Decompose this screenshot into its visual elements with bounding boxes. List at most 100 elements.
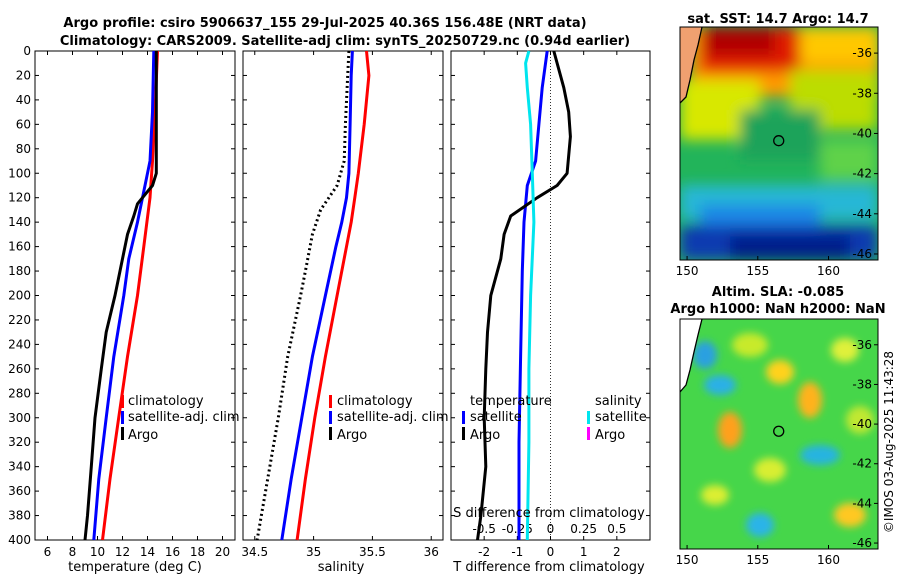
x-tick-label: 16	[165, 545, 180, 559]
x-tick-label: 36	[424, 545, 439, 559]
depth-tick-label: 320	[8, 435, 31, 449]
sla-coastline	[680, 319, 703, 393]
depth-tick-label: 380	[8, 509, 31, 523]
series-line-temperature-satellite	[517, 50, 549, 540]
legend3-sal-satellite-label: satellite	[595, 410, 647, 425]
depth-tick-label: 180	[8, 264, 31, 278]
sst-coast-land	[680, 27, 702, 103]
depth-tick-label: 40	[16, 93, 31, 107]
depth-tick-label: 260	[8, 362, 31, 376]
depth-tick-label: 360	[8, 484, 31, 498]
depth-tick-label: 280	[8, 386, 31, 400]
legend3-temp-satellite-label: satellite	[470, 410, 522, 425]
series-line-satellite-adj-clim	[280, 50, 354, 541]
series-line-climatology	[101, 50, 159, 541]
sla-map-image	[680, 319, 878, 549]
depth-tick-label: 60	[16, 117, 31, 131]
top-x-tick-label: -0.25	[502, 522, 533, 536]
imos-watermark: ©IMOS 03-Aug-2025 11:43:28	[882, 351, 896, 533]
legend3-sal-argo-label: Argo	[595, 428, 625, 443]
x-tick-label: -2	[478, 545, 490, 559]
salinity-plot-area	[242, 50, 444, 541]
depth-tick-label: 140	[8, 215, 31, 229]
difference-lines	[476, 50, 572, 541]
x-tick-label: 20	[215, 545, 230, 559]
x-tick-label: 35.5	[359, 545, 386, 559]
salinity-xlabel: salinity	[318, 560, 365, 575]
x-tick-label: 8	[69, 545, 77, 559]
sla-map-panel: Altim. SLA: -0.085 Argo h1000: NaN h2000…	[670, 285, 885, 567]
sst-map-frame	[679, 26, 879, 261]
legend3-sal-satellite-swatch	[587, 411, 590, 424]
temperature-lines	[83, 50, 159, 541]
depth-tick-label: 400	[8, 533, 31, 547]
map-x-tick-label: 160	[817, 264, 840, 278]
temperature-panel: 0 20 40 60 80 100 120 140 160 180 200 220 240 260 280 3…	[8, 44, 240, 575]
depth-tick-label: 20	[16, 68, 31, 82]
temperature-xlabel: temperature (deg C)	[68, 560, 202, 575]
sst-map-panel: sat. SST: 14.7 Argo: 14.7 150 15	[676, 12, 879, 278]
depth-tick-label: 340	[8, 460, 31, 474]
difference-legend: temperature satellite Argo salinity sate…	[462, 394, 647, 443]
depth-tick-label: 160	[8, 240, 31, 254]
sst-map-ticks: 150 155 160 -36 -38 -40 -42 -44 -46	[676, 46, 878, 278]
legend-argo-label: Argo	[128, 428, 158, 443]
x-tick-label: 0	[547, 545, 555, 559]
x-tick-label: 6	[44, 545, 52, 559]
map-y-tick-label: -46	[852, 536, 872, 550]
legend2-satellite-label: satellite-adj. clim	[337, 410, 449, 425]
x-tick-label: 18	[190, 545, 205, 559]
salinity-lines	[255, 50, 371, 541]
map-y-tick-label: -46	[852, 247, 872, 261]
map-x-tick-label: 150	[676, 264, 699, 278]
series-line-salinity-satellite	[524, 50, 536, 541]
map-x-tick-label: 155	[746, 553, 769, 567]
depth-tick-label: 80	[16, 142, 31, 156]
depth-tick-label: 300	[8, 411, 31, 425]
x-tick-label: 1	[580, 545, 588, 559]
legend2-argo-swatch	[329, 427, 332, 440]
top-x-tick-label: -0.5	[472, 522, 495, 536]
depth-tick-label: 120	[8, 191, 31, 205]
legend2-climatology-swatch	[329, 395, 332, 408]
legend-satellite-label: satellite-adj. clim	[128, 410, 240, 425]
series-line-temperature-argo	[476, 50, 572, 541]
x-tick-label: 10	[90, 545, 105, 559]
difference-top-xlabel: S difference from climatology	[453, 506, 645, 521]
map-y-tick-label: -40	[852, 417, 872, 431]
temperature-ticks: 0 20 40 60 80 100 120 140 160 180 200 220 240 260 280 3…	[8, 44, 235, 559]
map-y-tick-label: -38	[852, 86, 872, 100]
map-y-tick-label: -36	[852, 338, 872, 352]
series-line-climatology	[295, 50, 371, 541]
sst-map-title: sat. SST: 14.7 Argo: 14.7	[687, 12, 868, 27]
sst-argo-marker	[773, 135, 785, 147]
legend2-argo-label: Argo	[337, 428, 367, 443]
x-tick-label: 35	[306, 545, 321, 559]
map-y-tick-label: -44	[852, 207, 872, 221]
x-tick-label: -1	[511, 545, 523, 559]
depth-tick-label: 220	[8, 313, 31, 327]
x-tick-label: 2	[613, 545, 621, 559]
map-y-tick-label: -36	[852, 46, 872, 60]
top-x-tick-label: 0.25	[570, 522, 597, 536]
figure-title-line2: Climatology: CARS2009. Satellite-adj cli…	[60, 34, 630, 49]
map-x-tick-label: 155	[746, 264, 769, 278]
map-y-tick-label: -38	[852, 377, 872, 391]
map-y-tick-label: -42	[852, 457, 872, 471]
legend-climatology-label: climatology	[128, 394, 204, 409]
legend3-temperature-title: temperature	[470, 394, 552, 409]
difference-panel: -2 -1 0 1 2-0.5 -0.25 0 0.25 0.5 T difference fr…	[450, 50, 651, 575]
depth-tick-label: 100	[8, 166, 31, 180]
x-tick-label: 34.5	[241, 545, 268, 559]
legend3-temp-argo-swatch	[462, 427, 465, 440]
depth-tick-label: 240	[8, 337, 31, 351]
legend2-climatology-label: climatology	[337, 394, 413, 409]
sla-map-frame	[679, 318, 879, 550]
map-y-tick-label: -40	[852, 126, 872, 140]
map-x-tick-label: 150	[676, 553, 699, 567]
salinity-panel: 34.5 35 35.5 36 salinity climatology satell…	[241, 50, 449, 575]
x-tick-label: 14	[140, 545, 155, 559]
map-y-tick-label: -42	[852, 167, 872, 181]
top-x-tick-label: 0.5	[607, 522, 626, 536]
